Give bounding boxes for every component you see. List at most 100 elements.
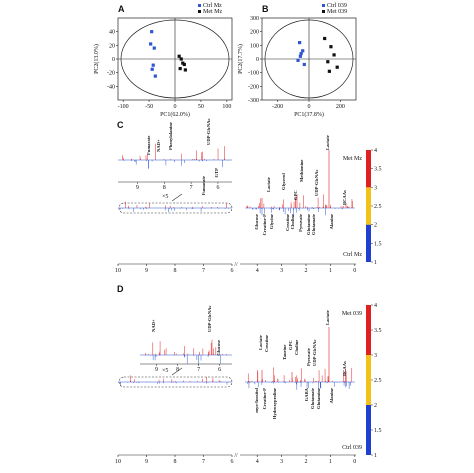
legend-swatch <box>322 4 325 7</box>
axis-break: // <box>234 453 238 459</box>
colorbar-segment <box>366 187 371 225</box>
legend-swatch <box>198 10 201 13</box>
metabolite-label: Taurine <box>282 345 287 360</box>
data-point <box>323 36 327 41</box>
metabolite-label: Pyruvate <box>306 348 311 366</box>
colorbar-tick-label: 2.5 <box>374 378 382 384</box>
x-axis-label: PC1(37.8%) <box>294 111 324 118</box>
data-point <box>150 67 154 71</box>
metabolite-label: Glutamate <box>311 214 316 235</box>
metabolite-label: myo-Inositol <box>254 387 259 412</box>
metabolite-label: Glutamine <box>306 214 311 235</box>
y-tick-label: 300 <box>250 16 259 22</box>
x-tick-label: 8 <box>174 459 177 465</box>
colorbar-tick-label: 1 <box>374 453 377 459</box>
metabolite-label: GPC <box>293 190 298 200</box>
zoom-arrow <box>171 367 183 376</box>
colorbar-segment <box>366 405 371 455</box>
colorbar-tick-label: 1.5 <box>374 428 382 434</box>
colorbar-tick-label: 3.5 <box>374 167 382 173</box>
metabolite-label: UDP-GlcNAc <box>312 339 317 366</box>
x-tick-label: -200 <box>272 104 283 110</box>
x-tick-label: 0 <box>353 268 356 274</box>
metabolite-label: Glucose <box>216 340 221 356</box>
group-label: Ctrl Mz <box>343 252 362 258</box>
inset-tick-label: 6 <box>216 185 219 191</box>
panel-letter: C <box>117 120 124 130</box>
metabolite-label: Creatine-P <box>262 388 267 410</box>
zoom-region <box>118 376 233 388</box>
metabolite-label: Creatine <box>285 214 290 231</box>
metabolite-label: Glutamate <box>310 388 315 409</box>
data-point <box>301 49 305 53</box>
metabolite-label: Lactate <box>258 335 263 350</box>
y-tick-label: 40 <box>109 30 115 36</box>
data-point <box>326 60 330 64</box>
metabolite-label: Glucose <box>254 214 259 230</box>
data-point <box>182 62 186 67</box>
zoom-region <box>118 202 233 214</box>
data-point <box>299 51 303 56</box>
x-tick-label: 9 <box>145 268 148 274</box>
metabolite-label: Fumarate <box>146 136 151 155</box>
x-tick-label: 1 <box>329 459 332 465</box>
colorbar-tick-label: 4 <box>374 148 377 154</box>
panel-letter: D <box>117 284 124 294</box>
legend-label: Met Mz <box>203 9 223 15</box>
metabolite-label: Fumarate <box>201 176 206 195</box>
legend-label: Ctrl Mz <box>203 3 222 9</box>
legend-label: Met 039 <box>327 9 347 15</box>
metabolite-label: UDP-GlcNAc <box>206 118 211 145</box>
x-axis-label: PC1(62.0%) <box>160 111 190 118</box>
x-tick-label: 10 <box>115 459 121 465</box>
y-tick-label: 0 <box>112 57 115 63</box>
colorbar-tick-label: 3 <box>374 185 377 191</box>
axis-break: // <box>234 262 238 268</box>
data-point <box>178 66 182 71</box>
y-axis-label: PC2(13.0%) <box>93 44 100 74</box>
data-point <box>153 74 157 78</box>
x-tick-label: 4 <box>256 459 259 465</box>
x-tick-label: 200 <box>336 104 345 110</box>
colorbar-tick-label: 2 <box>374 403 377 409</box>
data-point <box>177 54 181 58</box>
y-tick-label: 100 <box>250 43 259 49</box>
y-tick-label: 20 <box>109 43 115 49</box>
metabolite-label: Choline <box>290 214 295 229</box>
x-tick-label: 0 <box>353 459 356 465</box>
x-tick-label: 0 <box>174 104 177 110</box>
inset-tick-label: 9 <box>155 367 158 373</box>
x-tick-label: 6 <box>231 459 234 465</box>
y-tick-label: 200 <box>250 30 259 36</box>
inset-tick-label: 7 <box>197 367 200 373</box>
metabolite-label: NAD+ <box>156 139 161 152</box>
data-point <box>296 58 300 62</box>
metabolite-label: NAD+ <box>151 319 156 332</box>
x-tick-label: 7 <box>202 268 205 274</box>
metabolite-label: Hydroxyproline <box>272 388 277 419</box>
metabolite-label: GTP <box>214 168 219 178</box>
colorbar-tick-label: 1.5 <box>374 241 382 247</box>
metabolite-label: BCAAs <box>342 361 347 376</box>
x-tick-label: 3 <box>280 268 283 274</box>
data-point <box>152 46 156 50</box>
colorbar-segment <box>366 150 371 188</box>
metabolite-label: Methionine <box>299 160 304 182</box>
y-tick-label: -300 <box>248 98 259 104</box>
x-tick-label: 100 <box>222 104 231 110</box>
x-tick-label: 2 <box>305 268 308 274</box>
inset-tick-label: 6 <box>218 367 221 373</box>
metabolite-label: BCAAs <box>342 190 347 205</box>
panel-letter: A <box>118 4 125 14</box>
y-tick-label: -40 <box>107 84 115 90</box>
x-tick-label: 1 <box>329 268 332 274</box>
colorbar-tick-label: 2 <box>374 223 377 229</box>
metabolite-label: Pyruvate <box>298 214 303 232</box>
data-point <box>302 62 306 67</box>
colorbar-tick-label: 1 <box>374 260 377 266</box>
data-point <box>183 68 187 72</box>
inset-tick-label: 8 <box>176 367 179 373</box>
panel-letter: B <box>262 4 269 14</box>
legend-label: Ctrl 039 <box>327 3 347 9</box>
